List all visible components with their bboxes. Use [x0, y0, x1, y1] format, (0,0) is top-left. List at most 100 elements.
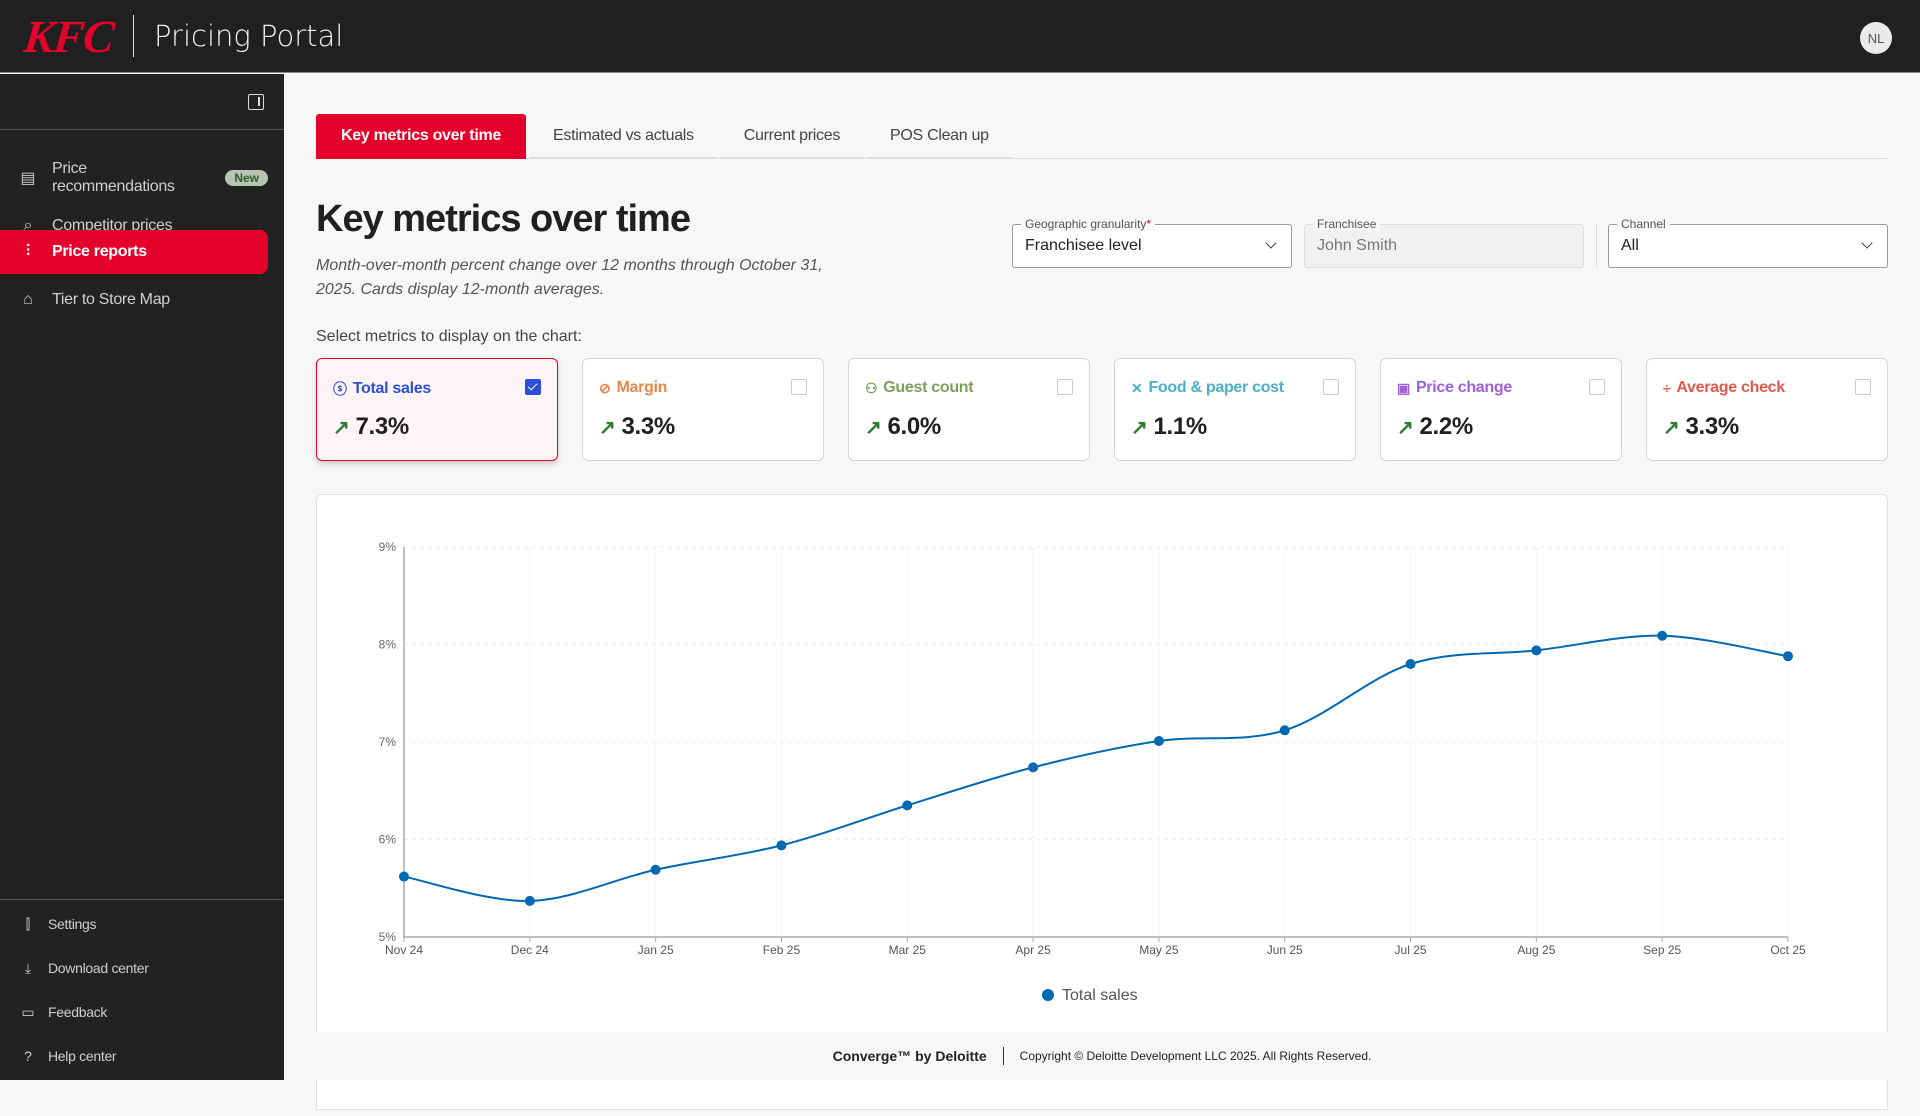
- metric-card-total-sales[interactable]: ⓢ Total sales ↗ 7.3%: [316, 358, 558, 461]
- sidebar-divider: [0, 129, 284, 130]
- trend-up-icon: ↗: [599, 416, 616, 439]
- kfc-logo[interactable]: KFC: [21, 10, 116, 62]
- tab-estimated-vs-actuals[interactable]: Estimated vs actuals: [530, 114, 717, 159]
- svg-text:6%: 6%: [379, 833, 397, 847]
- tab-current-prices[interactable]: Current prices: [720, 114, 864, 159]
- trend-up-icon: ↗: [333, 416, 350, 439]
- tab-key-metrics[interactable]: Key metrics over time: [316, 114, 527, 159]
- data-point[interactable]: [902, 800, 913, 811]
- nav-label: Settings: [48, 916, 97, 932]
- sidebar-item-help-center[interactable]: ? Help center: [0, 1036, 284, 1076]
- sidebar-item-price-reports[interactable]: ⫶ Price reports: [0, 230, 268, 274]
- metric-card-margin[interactable]: ⊘ Margin ↗ 3.3%: [582, 358, 824, 461]
- card-value: 1.1%: [1153, 413, 1207, 440]
- card-label: Guest count: [883, 379, 974, 396]
- checkbox[interactable]: [1855, 379, 1871, 395]
- sidebar-divider: [0, 899, 284, 900]
- geographic-granularity-select[interactable]: Geographic granularity* Franchisee level: [1012, 217, 1292, 268]
- checkbox[interactable]: [1057, 379, 1073, 395]
- sidebar-item-settings[interactable]: ⫿ Settings: [0, 904, 284, 944]
- line-chart: 5% 6% 7% 8% 9% Nov 24 Dec 24 Jan 25 Feb 25 Mar 25…: [379, 540, 1806, 1004]
- trend-up-icon: ↗: [1663, 416, 1680, 439]
- svg-text:Feb 25: Feb 25: [763, 943, 801, 957]
- footer: Converge™ by Deloitte Copyright © Deloit…: [284, 1032, 1920, 1080]
- app-title: Pricing Portal: [154, 19, 344, 53]
- data-point[interactable]: [1153, 736, 1164, 747]
- card-label: Average check: [1676, 379, 1785, 396]
- footer-brand: Converge™ by Deloitte: [832, 1048, 987, 1064]
- sidebar-item-competitor-prices[interactable]: ⌕ Competitor prices: [0, 204, 268, 248]
- svg-text:Sep 25: Sep 25: [1643, 943, 1681, 957]
- checkbox[interactable]: [791, 379, 807, 395]
- metric-card-guest-count[interactable]: ⚇ Guest count ↗ 6.0%: [848, 358, 1090, 461]
- chevron-down-icon: [1265, 237, 1277, 249]
- card-value: 7.3%: [355, 413, 409, 440]
- utensils-icon: ✕: [1131, 379, 1143, 396]
- sidebar-item-feedback[interactable]: ▭ Feedback: [0, 992, 284, 1032]
- tab-bar: Key metrics over time Estimated vs actua…: [316, 114, 1887, 159]
- card-label: Total sales: [352, 380, 432, 397]
- page-title: Key metrics over time: [316, 198, 691, 240]
- page-subtitle: Month-over-month percent change over 12 …: [316, 257, 823, 298]
- sidebar: ▤ Price recommendations New ⌕ Competitor…: [0, 74, 284, 1080]
- document-icon: ▤: [20, 170, 36, 187]
- data-point[interactable]: [1657, 630, 1668, 641]
- feedback-icon: ▭: [21, 1003, 35, 1020]
- svg-text:Mar 25: Mar 25: [889, 943, 927, 957]
- users-icon: ⚇: [865, 379, 878, 396]
- field-label: Franchisee: [1313, 217, 1381, 231]
- data-point[interactable]: [1028, 762, 1039, 773]
- card-value: 3.3%: [621, 413, 675, 440]
- card-label: Food & paper cost: [1148, 379, 1284, 396]
- dollar-circle-icon: ⓢ: [333, 381, 347, 397]
- field-label: Geographic granularity*: [1021, 217, 1156, 231]
- checkbox[interactable]: [525, 379, 541, 395]
- price-tag-icon: ▣: [1397, 379, 1410, 396]
- footer-copyright: Copyright © Deloitte Development LLC 202…: [1019, 1049, 1372, 1063]
- new-badge: New: [225, 170, 268, 186]
- nav-label: Help center: [48, 1048, 117, 1064]
- data-point[interactable]: [524, 895, 535, 906]
- data-point[interactable]: [776, 840, 787, 851]
- tab-pos-clean-up[interactable]: POS Clean up: [867, 114, 1012, 159]
- nav-label: Price reports: [52, 243, 147, 260]
- sidebar-item-price-recommendations[interactable]: ▤ Price recommendations New: [0, 156, 268, 200]
- field-value: John Smith: [1317, 237, 1398, 254]
- svg-text:Jan 25: Jan 25: [638, 943, 674, 957]
- svg-text:May 25: May 25: [1139, 943, 1179, 957]
- trend-up-icon: ↗: [865, 416, 882, 439]
- data-point[interactable]: [399, 871, 409, 882]
- logo-divider: [133, 15, 135, 57]
- search-chart-icon: ⌕: [23, 217, 33, 234]
- nav-label: Price recommendations: [51, 160, 175, 195]
- svg-text:Apr 25: Apr 25: [1015, 943, 1051, 957]
- card-label: Price change: [1415, 379, 1512, 396]
- metric-card-average-check[interactable]: ÷ Average check ↗ 3.3%: [1646, 358, 1888, 461]
- channel-select[interactable]: Channel All: [1608, 217, 1888, 268]
- select-metrics-label: Select metrics to display on the chart:: [316, 328, 582, 345]
- main-content: Key metrics over time Estimated vs actua…: [284, 74, 1920, 1110]
- data-point[interactable]: [1279, 725, 1290, 736]
- divide-icon: ÷: [1663, 380, 1671, 396]
- sliders-icon: ⫿: [25, 915, 31, 932]
- svg-text:7%: 7%: [379, 735, 397, 749]
- data-point[interactable]: [1531, 645, 1542, 656]
- collapse-sidebar-icon[interactable]: [248, 94, 264, 110]
- metric-card-price-change[interactable]: ▣ Price change ↗ 2.2%: [1380, 358, 1622, 461]
- sidebar-item-download-center[interactable]: ⤓ Download center: [0, 948, 284, 988]
- nav-label: Download center: [48, 960, 149, 976]
- user-avatar[interactable]: NL: [1860, 22, 1892, 54]
- card-value: 2.2%: [1419, 413, 1473, 440]
- card-value: 3.3%: [1685, 413, 1739, 440]
- nav-label: Competitor prices: [52, 217, 173, 234]
- data-point[interactable]: [1783, 651, 1793, 662]
- checkbox[interactable]: [1589, 379, 1605, 395]
- card-value: 6.0%: [887, 413, 941, 440]
- data-point[interactable]: [650, 864, 661, 875]
- metric-card-food-paper-cost[interactable]: ✕ Food & paper cost ↗ 1.1%: [1114, 358, 1356, 461]
- data-point[interactable]: [1405, 659, 1416, 669]
- card-label: Margin: [616, 379, 668, 396]
- sidebar-item-tier-to-store-map[interactable]: ⌂ Tier to Store Map: [0, 278, 268, 322]
- checkbox[interactable]: [1323, 379, 1339, 395]
- report-chart-icon: ⫶: [25, 243, 30, 260]
